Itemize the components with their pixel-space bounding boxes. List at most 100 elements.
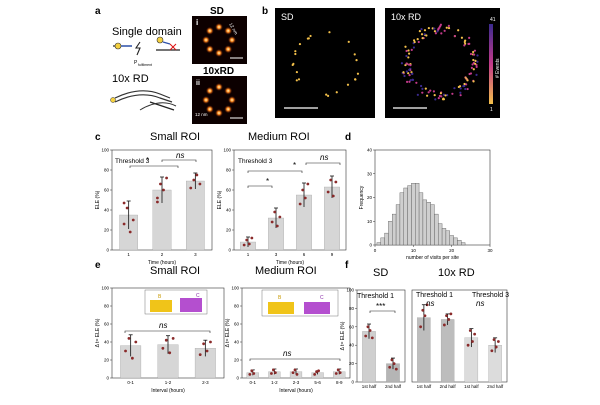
rd-localization — [476, 54, 479, 57]
data-point — [189, 186, 193, 190]
data-point — [202, 342, 206, 346]
data-point — [156, 196, 159, 200]
y-tick-label: 60 — [104, 188, 110, 193]
data-point — [192, 178, 196, 182]
colorbar — [489, 24, 493, 104]
y-tick-label: 30 — [367, 171, 373, 176]
sd-localization — [295, 70, 298, 74]
rd-spot — [224, 86, 233, 95]
data-point — [134, 340, 138, 344]
y-tick-label: 80 — [104, 304, 110, 309]
y-tick-label: 40 — [104, 208, 110, 213]
rd-localization — [447, 24, 450, 27]
bar — [440, 319, 455, 383]
bar — [186, 180, 205, 251]
y-tick-label: 80 — [234, 304, 240, 309]
p-label: P — [134, 60, 138, 66]
y-axis-label: Δ t= ELE (%) — [225, 318, 231, 347]
scale-nm-2: 12 nm — [195, 112, 208, 117]
f-sd-stars: *** — [376, 302, 385, 311]
rd-localization — [432, 90, 435, 93]
f-threshold-1b: Threshold 1 — [416, 292, 453, 299]
inset-bar-b — [150, 300, 172, 312]
x-axis-label: number of visits per site — [406, 255, 459, 261]
data-point — [122, 222, 126, 226]
rd-localization — [411, 72, 414, 76]
sd-localization — [347, 40, 350, 43]
f-sd-title: SD — [373, 267, 388, 279]
rd-localization — [413, 40, 416, 44]
y-axis-label: Δ t= ELE (%) — [95, 318, 101, 347]
data-point — [161, 346, 165, 350]
rd-localization — [451, 92, 454, 95]
bar — [362, 331, 376, 383]
rd-localization — [460, 36, 464, 39]
x-tick-label: 3 — [275, 252, 278, 257]
sd-localization — [328, 31, 331, 34]
data-point — [162, 188, 165, 192]
x-tick-label: 1st half — [362, 384, 377, 389]
rd-localization — [472, 68, 475, 71]
sd-spot — [228, 36, 236, 44]
rd-localization — [421, 87, 424, 91]
sd-scatter-image — [275, 8, 375, 118]
sd-localization — [346, 83, 350, 86]
rd-localization — [475, 73, 478, 76]
histogram-bar — [434, 213, 439, 246]
data-point — [131, 218, 135, 222]
rd-localization — [475, 65, 478, 68]
rd-localization — [403, 74, 406, 78]
rd-localization — [472, 58, 475, 62]
rd-localization — [437, 97, 440, 100]
histogram-bar — [441, 228, 447, 246]
roman-ii: ii — [196, 80, 200, 87]
data-point — [272, 368, 275, 372]
y-tick-label: 0 — [228, 248, 231, 253]
rd-localization — [421, 91, 424, 94]
data-point — [492, 338, 496, 342]
rd-localization — [416, 37, 419, 41]
x-tick-label: 2nd half — [487, 384, 504, 389]
sd-localization — [355, 59, 358, 62]
histogram-bar — [403, 187, 408, 246]
y-axis-label: ELE (%) — [217, 190, 223, 209]
data-point — [125, 206, 129, 210]
data-point — [165, 176, 168, 180]
data-point — [205, 349, 209, 353]
sd-localization — [298, 42, 302, 46]
significance-bracket — [247, 185, 273, 188]
rd-localization — [407, 63, 410, 66]
significance-bracket — [369, 310, 396, 313]
y-tick-label: 60 — [349, 324, 355, 329]
data-point — [252, 372, 256, 375]
x-tick-label: 2-3 — [202, 380, 209, 385]
y-tick-label: 100 — [346, 288, 354, 293]
rd-localization — [443, 29, 446, 32]
sd-spot — [205, 45, 214, 54]
rd-localization — [408, 74, 411, 77]
x-tick-label: 10 — [411, 248, 417, 253]
histogram-bar — [399, 192, 404, 246]
rd-localization — [405, 54, 408, 58]
rd-localization — [463, 44, 466, 47]
x-axis-label: Time (hours) — [148, 260, 176, 266]
data-point — [198, 182, 202, 186]
sd-localization — [326, 94, 330, 97]
data-point — [127, 337, 131, 340]
e-medium-inset: B C — [261, 289, 339, 317]
data-point — [242, 243, 246, 247]
x-axis-label: Interval (hours) — [151, 388, 185, 394]
rd-localization — [408, 80, 411, 83]
data-point — [425, 303, 429, 307]
y-tick-label: 0 — [351, 380, 354, 385]
sd-localization — [335, 91, 338, 94]
y-tick-label: 40 — [234, 340, 240, 345]
histogram-bar — [407, 185, 412, 246]
colorbar-max: 41 — [490, 17, 496, 23]
sd-localization — [306, 37, 310, 40]
panel-a-schematic: Single domain P fulfilment 10x RD — [110, 26, 182, 111]
data-point — [156, 200, 159, 204]
rd-localization — [457, 85, 460, 89]
rd-localization — [415, 81, 418, 84]
rd-localization — [439, 23, 443, 26]
